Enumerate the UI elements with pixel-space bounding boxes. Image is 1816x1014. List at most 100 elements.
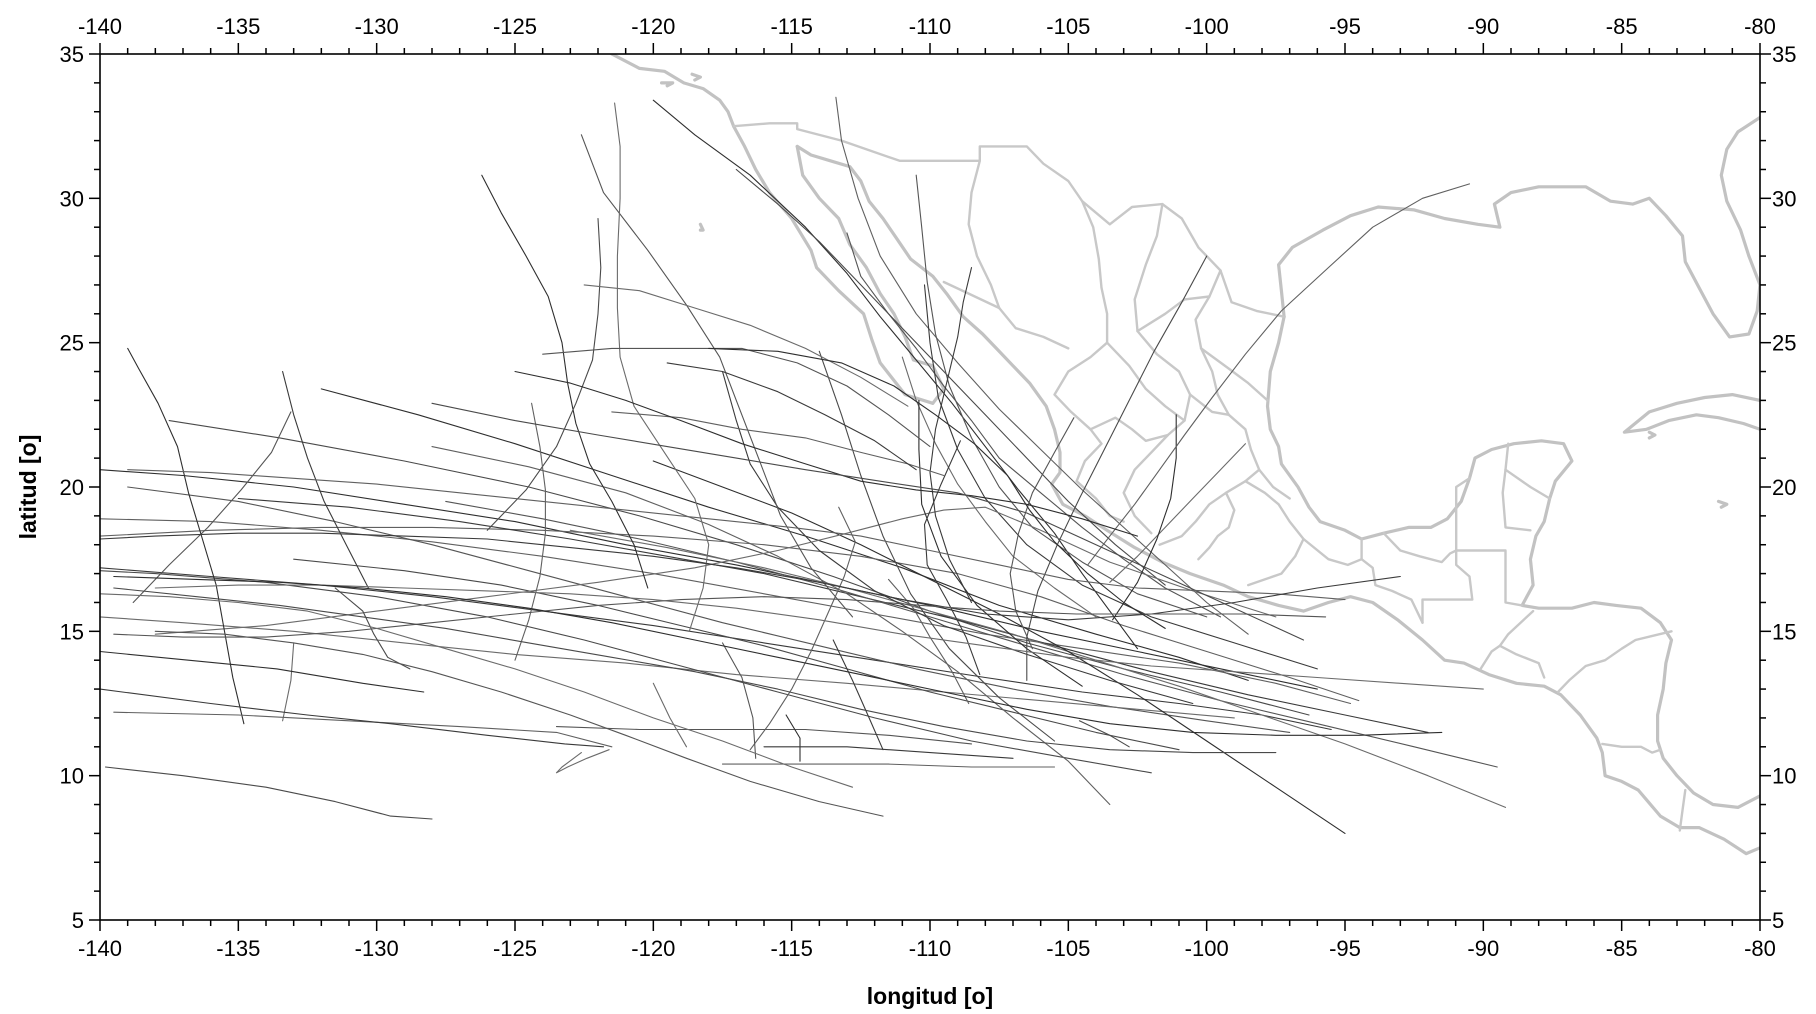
storm-track-65 bbox=[113, 596, 1327, 638]
x-tick-label-top: -130 bbox=[355, 14, 399, 39]
coastline bbox=[795, 144, 1760, 856]
storm-track-7 bbox=[100, 469, 1318, 690]
storm-track-60 bbox=[583, 284, 909, 407]
coastline bbox=[698, 222, 705, 232]
storm-track-63 bbox=[127, 469, 1346, 601]
storm-track-9 bbox=[100, 526, 1360, 702]
political-border bbox=[1244, 480, 1305, 587]
x-tick-label: -80 bbox=[1744, 936, 1776, 961]
y-tick-label: 25 bbox=[60, 331, 84, 356]
x-tick-label: -115 bbox=[770, 936, 812, 961]
storm-track-24 bbox=[154, 506, 1277, 635]
storm-track-27 bbox=[749, 506, 856, 751]
storm-track-62 bbox=[431, 402, 1305, 641]
political-border bbox=[1504, 468, 1551, 500]
political-border bbox=[1136, 295, 1211, 333]
storm-track-59 bbox=[542, 347, 931, 448]
storm-track-51 bbox=[887, 578, 970, 705]
storm-track-54 bbox=[652, 682, 688, 748]
storm-track-47 bbox=[555, 726, 973, 745]
political-border bbox=[1258, 468, 1291, 500]
political-border bbox=[967, 159, 1070, 350]
axis-ticks bbox=[89, 43, 1771, 931]
storm-track-31 bbox=[1112, 414, 1177, 621]
storm-track-68 bbox=[113, 587, 1277, 754]
y-tick-label: 35 bbox=[60, 42, 84, 67]
storm-track-72 bbox=[100, 593, 854, 788]
storm-track-64 bbox=[100, 532, 1401, 621]
storm-track-30 bbox=[1109, 443, 1246, 583]
storm-track-29 bbox=[1009, 417, 1075, 650]
x-tick-label-top: -140 bbox=[78, 14, 122, 39]
storm-track-52 bbox=[832, 639, 884, 751]
x-tick-label: -135 bbox=[216, 936, 260, 961]
x-tick-label: -120 bbox=[631, 936, 675, 961]
storm-track-56 bbox=[1078, 720, 1130, 748]
coastline bbox=[610, 54, 736, 128]
political-border bbox=[1501, 442, 1532, 532]
x-tick-label: -100 bbox=[1185, 936, 1229, 961]
x-tick-label: -110 bbox=[909, 936, 951, 961]
storm-track-23 bbox=[915, 174, 1208, 618]
storm-track-61 bbox=[514, 370, 1139, 537]
political-border bbox=[1302, 537, 1424, 624]
coastline bbox=[732, 124, 935, 405]
storm-track-70 bbox=[763, 746, 1014, 759]
x-tick-label-top: -105 bbox=[1046, 14, 1090, 39]
y-tick-label-right: 25 bbox=[1772, 331, 1796, 356]
storm-track-40 bbox=[282, 370, 369, 589]
storm-track-13 bbox=[652, 460, 1346, 834]
storm-track-66 bbox=[154, 584, 1484, 690]
storm-track-49 bbox=[100, 650, 425, 693]
political-border bbox=[1158, 269, 1261, 546]
storm-track-44 bbox=[104, 766, 433, 820]
storm-track-3 bbox=[100, 518, 1352, 705]
storm-track-53 bbox=[721, 642, 757, 759]
y-tick-label: 10 bbox=[60, 764, 84, 789]
storm-track-55 bbox=[785, 714, 801, 762]
y-tick-label: 5 bbox=[72, 908, 84, 933]
political-border bbox=[1188, 393, 1230, 416]
x-tick-label-top: -95 bbox=[1329, 14, 1361, 39]
y-tick-label: 30 bbox=[60, 186, 84, 211]
x-axis-title: longitud [o] bbox=[867, 983, 993, 1009]
land-outlines bbox=[610, 54, 1760, 856]
storm-track-38 bbox=[486, 217, 602, 531]
political-border bbox=[1197, 491, 1236, 561]
x-tick-label-top: -120 bbox=[631, 14, 675, 39]
political-border bbox=[1122, 202, 1192, 535]
political-border bbox=[1382, 477, 1471, 564]
tick-labels: -140 -140 -135 -135 -130 -130 -125 -125 -120 -120… bbox=[60, 14, 1797, 961]
storm-tracks bbox=[100, 96, 1507, 834]
y-tick-label-right: 10 bbox=[1772, 764, 1796, 789]
storm-track-71 bbox=[154, 630, 884, 817]
x-tick-label-top: -125 bbox=[493, 14, 537, 39]
x-tick-label-top: -85 bbox=[1606, 14, 1638, 39]
coastline bbox=[660, 81, 675, 88]
x-tick-label: -105 bbox=[1046, 936, 1090, 961]
x-tick-label-top: -80 bbox=[1744, 14, 1776, 39]
political-border bbox=[1421, 549, 1524, 624]
storm-track-42 bbox=[282, 642, 295, 722]
storm-track-28 bbox=[923, 440, 981, 676]
coastline bbox=[1277, 115, 1760, 339]
storm-track-15 bbox=[431, 446, 1111, 806]
storm-track-22 bbox=[923, 284, 1318, 670]
storm-track-73 bbox=[708, 347, 1166, 629]
political-border bbox=[1498, 644, 1546, 679]
y-tick-label: 20 bbox=[60, 475, 84, 500]
storm-track-48 bbox=[555, 749, 610, 774]
storm-track-34 bbox=[929, 267, 973, 604]
storm-track-67 bbox=[113, 575, 1443, 736]
storm-track-57 bbox=[611, 411, 945, 477]
storm-track-43 bbox=[127, 347, 245, 725]
y-tick-label-right: 35 bbox=[1772, 42, 1796, 67]
coastline bbox=[1622, 393, 1760, 434]
storm-track-14 bbox=[293, 558, 1180, 751]
political-border bbox=[1089, 416, 1170, 442]
political-border bbox=[942, 280, 1001, 310]
y-tick-label-right: 5 bbox=[1772, 908, 1784, 933]
y-tick-label: 15 bbox=[60, 619, 84, 644]
plot-frame bbox=[99, 53, 1761, 921]
